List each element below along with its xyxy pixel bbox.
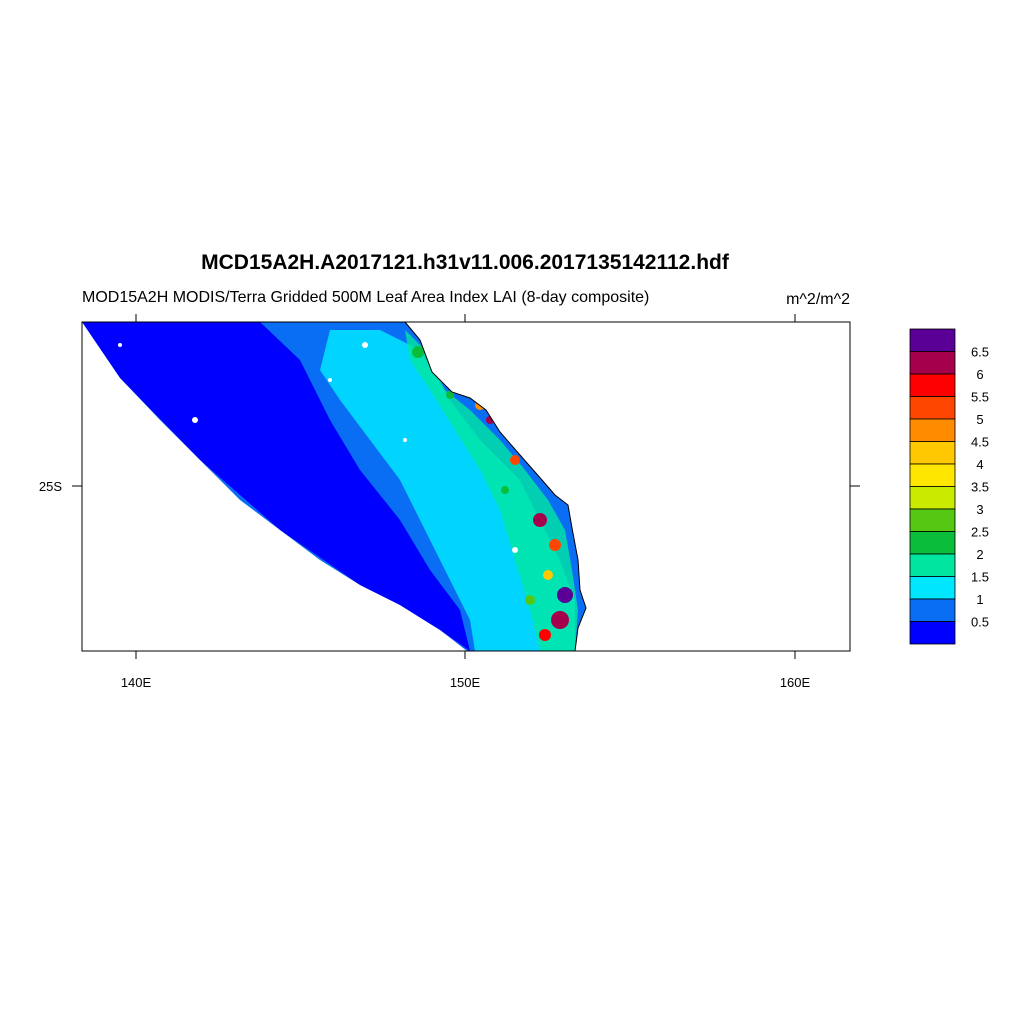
x-tick-label-140e: 140E: [121, 675, 152, 690]
colorbar-swatch: [909, 351, 956, 375]
map-subtitle: MOD15A2H MODIS/Terra Gridded 500M Leaf A…: [82, 289, 649, 306]
colorbar-swatch: [909, 418, 956, 442]
colorbar-label: 6.5: [971, 345, 989, 360]
colorbar-label: 4.5: [971, 435, 989, 450]
colorbar-label: 6: [976, 367, 983, 382]
colorbar-label: 2.5: [971, 525, 989, 540]
colorbar-swatch: [909, 373, 956, 397]
colorbar-label: 0.5: [971, 615, 989, 630]
colorbar-swatch: [909, 463, 956, 487]
colorbar-swatch: [909, 441, 956, 465]
colorbar-swatch: [909, 508, 956, 532]
map-title: MCD15A2H.A2017121.h31v11.006.20171351421…: [201, 251, 730, 274]
moderate-lai-region: [320, 330, 575, 651]
low-lai-region: [82, 322, 470, 651]
colorbar-label: 5.5: [971, 390, 989, 405]
units-label: m^2/m^2: [786, 291, 850, 308]
missing-data-specks: [118, 342, 518, 553]
colorbar-label: 5: [976, 412, 983, 427]
colorbar-swatch: [909, 621, 956, 645]
colorbar-label: 3: [976, 502, 983, 517]
colorbar-swatch: [909, 396, 956, 420]
colorbar-swatch: [909, 328, 956, 352]
green-lai-region: [405, 330, 578, 651]
coastline: [404, 321, 587, 652]
colorbar-label: 4: [976, 457, 983, 472]
x-tick-label-150e: 150E: [450, 675, 481, 690]
colorbar-swatch: [909, 531, 956, 555]
colorbar-label: 1: [976, 592, 983, 607]
colorbar-label: 3.5: [971, 480, 989, 495]
axis-ticks: [72, 314, 860, 659]
colorbar-label: 1.5: [971, 570, 989, 585]
x-tick-label-160e: 160E: [780, 675, 811, 690]
colorbar-swatch: [909, 576, 956, 600]
y-tick-label-25s: 25S: [39, 479, 62, 494]
colorbar: 6.5 6 5.5 5 4.5 4 3.5 3 2.5 2 1.5 1 0.5: [909, 328, 989, 645]
colorbar-swatch: [909, 553, 956, 577]
colorbar-swatch: [909, 598, 956, 622]
colorbar-swatch: [909, 486, 956, 510]
colorbar-label: 2: [976, 547, 983, 562]
